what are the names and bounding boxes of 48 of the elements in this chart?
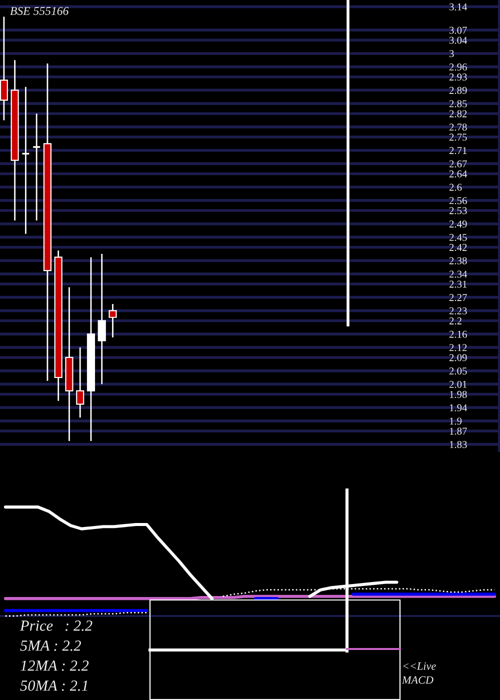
candlestick — [0, 16, 8, 121]
y-tick-label: 2.85 — [449, 100, 467, 108]
y-tick-label: 2.89 — [449, 86, 467, 94]
y-tick-label: 2.45 — [449, 234, 467, 241]
y-tick-label: 3.04 — [450, 36, 468, 44]
y-tick-label: 3.07 — [450, 26, 467, 34]
y-tick-label: 2.93 — [449, 74, 467, 81]
y-tick-label: 2.71 — [449, 147, 467, 154]
y-tick-label: 2.27 — [449, 294, 467, 302]
y-tick-label: 1.98 — [450, 390, 467, 398]
y-tick-label: 1.83 — [450, 441, 467, 448]
y-tick-label: 2.2 — [449, 317, 462, 324]
y-tick-label: 2.64 — [449, 170, 468, 178]
y-tick-label: 2.16 — [449, 330, 467, 338]
y-tick-label: 2.53 — [449, 207, 467, 214]
y-tick-label: 2.6 — [449, 184, 462, 191]
chart-title: BSE 555166 — [10, 7, 69, 15]
y-tick-label: 2.49 — [449, 220, 467, 228]
candlestick — [21, 86, 30, 235]
y-tick-label: 1.94 — [450, 404, 468, 412]
candlestick — [108, 303, 117, 338]
y-tick-label: 3 — [450, 50, 454, 58]
y-tick-label: 2.12 — [449, 344, 467, 352]
text: <<Live MACD — [402, 662, 436, 684]
text: 12MA : 2.2 — [20, 660, 89, 671]
y-tick-label: 1.9 — [450, 418, 462, 425]
candlestick — [76, 346, 84, 418]
y-tick-label: 2.31 — [449, 280, 467, 288]
y-tick-label: 2.96 — [449, 64, 467, 71]
candlestick — [98, 253, 106, 385]
candlestick — [32, 112, 41, 222]
y-tick-label: 2.42 — [449, 244, 467, 251]
y-tick-label: 2.67 — [449, 160, 467, 168]
y-tick-label: 3.14 — [450, 3, 468, 10]
text: Price : 2.2 — [20, 620, 92, 631]
y-tick-label: 2.23 — [449, 307, 467, 314]
y-tick-label: 2.56 — [449, 197, 467, 204]
y-tick-label: 2.01 — [449, 380, 467, 388]
y-tick-label: 2.34 — [449, 270, 468, 278]
y-tick-label: 2.75 — [449, 134, 467, 141]
text: 50MA : 2.1 — [20, 680, 88, 691]
text: 5MA : 2.2 — [20, 640, 81, 651]
y-tick-label: 2.09 — [449, 354, 467, 362]
y-tick-label: 2.78 — [449, 124, 467, 131]
y-tick-label: 2.05 — [449, 368, 467, 375]
y-tick-label: 1.87 — [450, 428, 467, 435]
y-tick-label: 2.82 — [449, 110, 467, 118]
y-tick-label: 2.38 — [449, 257, 467, 264]
